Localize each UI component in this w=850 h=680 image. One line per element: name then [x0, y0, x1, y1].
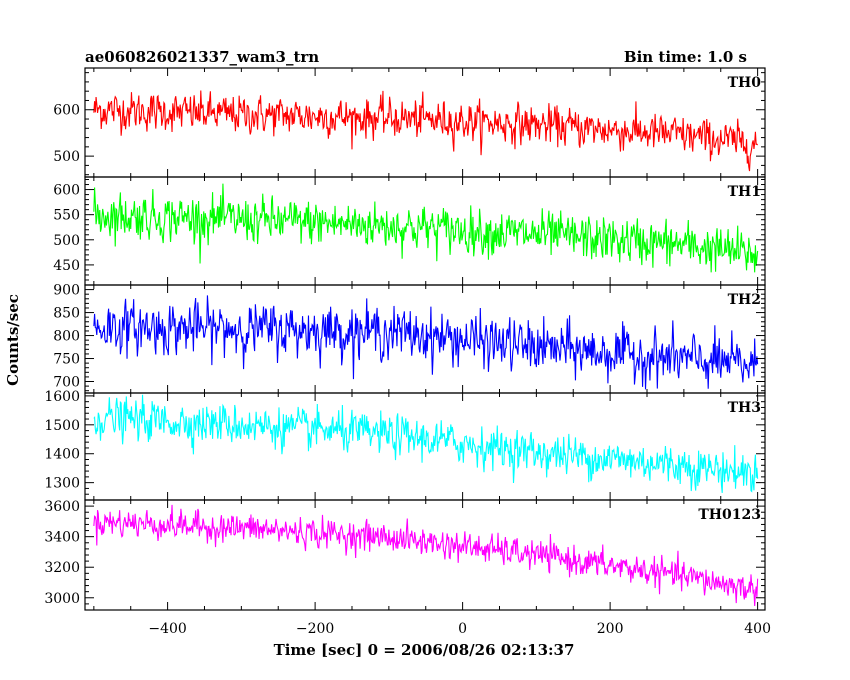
panel-label-th0: TH0	[728, 75, 762, 91]
series-line-th3	[93, 394, 759, 493]
panel-frame	[84, 284, 766, 394]
y-tick-label: 800	[53, 329, 80, 345]
series-line-th1	[93, 183, 759, 273]
chart-title: ae060826021337_wam3_trn	[85, 48, 319, 66]
panel-frame	[84, 67, 766, 178]
panels-group: 500 600 TH0 450 500 550 600 TH1 700 750 800 850 900 T…	[44, 67, 766, 611]
series-line-th2	[93, 295, 759, 390]
panel-th3: 1300 1400 1500 1600 TH3	[44, 389, 766, 501]
y-tick-label: 850	[53, 306, 80, 322]
y-axis-title: Counts/sec	[4, 294, 22, 386]
panel-th2: 700 750 800 850 900 TH2	[53, 283, 766, 394]
y-tick-label: 1300	[44, 476, 80, 492]
bin-time-label: Bin time: 1.0 s	[624, 48, 747, 66]
y-tick-label: 1500	[44, 418, 80, 434]
y-tick-label: 750	[53, 352, 80, 368]
y-tick-label: 3000	[44, 591, 80, 607]
panel-frame	[84, 392, 766, 501]
series-line-th0	[93, 90, 759, 172]
y-tick-label: 1400	[44, 447, 80, 463]
y-tick-label: 3400	[44, 530, 80, 546]
y-tick-label: 700	[53, 375, 80, 391]
y-tick-label: 450	[53, 258, 80, 274]
panel-frame	[84, 176, 766, 286]
y-tick-label: 600	[53, 103, 80, 119]
panel-label-th1: TH1	[728, 184, 761, 200]
x-axis: −400 −200 0 200 400	[148, 621, 771, 637]
y-tick-label: 600	[53, 183, 80, 199]
panel-label-th0123: TH0123	[698, 507, 761, 523]
y-tick-label: 3600	[44, 499, 80, 515]
y-tick-label: 900	[53, 283, 80, 299]
panel-frame	[84, 499, 766, 611]
y-tick-label: 3200	[44, 560, 80, 576]
x-axis-title: Time [sec] 0 = 2006/08/26 02:13:37	[274, 641, 575, 659]
y-tick-label: 500	[53, 149, 80, 165]
x-tick-label: −400	[148, 621, 186, 637]
y-tick-label: 1600	[44, 389, 80, 405]
x-tick-label: 0	[458, 621, 467, 637]
x-tick-label: −200	[296, 621, 334, 637]
panel-th1: 450 500 550 600 TH1	[53, 176, 766, 286]
panel-th0123: 3000 3200 3400 3600 TH0123	[44, 499, 766, 611]
series-line-th0123	[93, 504, 759, 607]
y-tick-label: 500	[53, 233, 80, 249]
panel-label-th2: TH2	[728, 292, 761, 308]
x-tick-label: 400	[744, 621, 771, 637]
panel-label-th3: TH3	[728, 400, 761, 416]
y-tick-label: 550	[53, 208, 80, 224]
x-tick-label: 200	[597, 621, 624, 637]
panel-th0: 500 600 TH0	[53, 67, 766, 178]
